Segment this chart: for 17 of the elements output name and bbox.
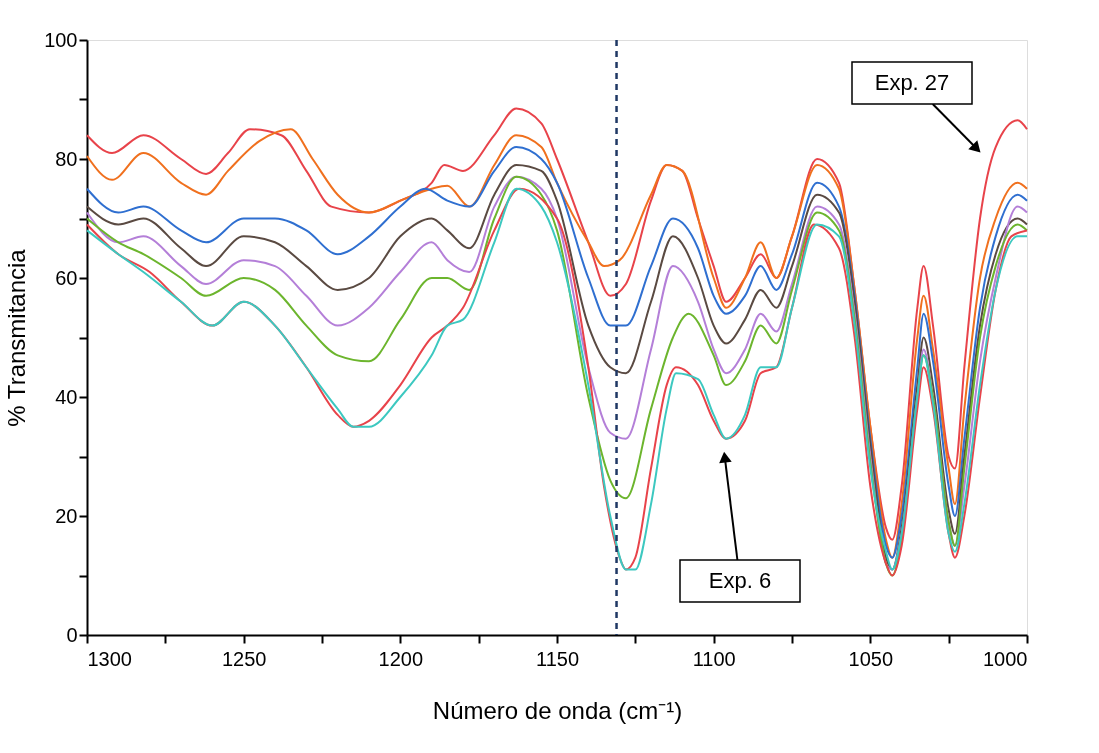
x-axis-title: Número de onda (cm⁻¹): [432, 696, 683, 724]
y-tick-label: 100: [44, 28, 78, 51]
y-tick-label: 40: [55, 385, 78, 408]
x-tick-label: 1250: [221, 647, 267, 670]
x-tick-label: 1200: [378, 647, 424, 670]
y-tick-label: 80: [55, 147, 78, 170]
x-tick-label: 1100: [692, 647, 736, 670]
y-tick-label: 60: [55, 266, 78, 289]
y-tick-label: 20: [55, 504, 78, 527]
y-tick-label: 0: [66, 623, 78, 646]
x-tick-label: 1050: [848, 647, 894, 670]
annotation: Exp. 6: [708, 568, 772, 593]
x-tick-label: 1150: [535, 647, 580, 670]
x-tick-label: 1300: [87, 647, 132, 670]
x-tick-label: 1000: [983, 647, 1028, 670]
y-axis-title: % Transmitancia: [3, 248, 31, 427]
annotation: Exp. 27: [874, 70, 950, 95]
